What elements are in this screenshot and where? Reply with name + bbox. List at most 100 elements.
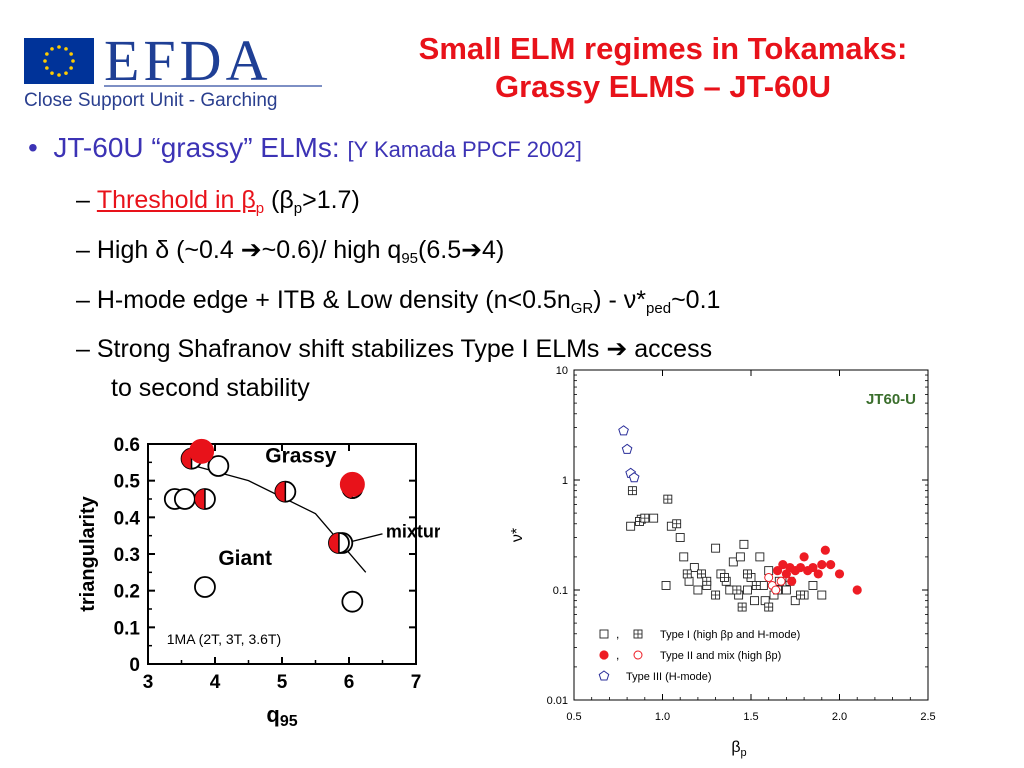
crossed-square-point: [743, 569, 752, 579]
crossed-square-cross: [796, 591, 805, 600]
legend-label-type3: Type III (H-mode): [626, 671, 712, 683]
half-filled-red: [275, 481, 286, 502]
flag-star: [45, 66, 49, 70]
y-tick-label: 0.2: [114, 582, 140, 603]
open-circle-point: [341, 590, 364, 613]
logo-wordmark: EFDA: [104, 28, 272, 93]
legend-sep: ,: [616, 648, 619, 662]
open-square-point: [649, 513, 659, 523]
flag-star: [69, 52, 73, 56]
y-tick-label: 1: [562, 475, 568, 487]
open-square-point: [689, 563, 699, 572]
open-square-point: [790, 596, 800, 606]
logo-subtitle: Close Support Unit - Garching: [24, 90, 278, 111]
open-pentagon-point: [621, 443, 633, 454]
x-tick-label: 1.0: [655, 711, 670, 723]
shafranov-line-1: Strong Shafranov shift stabilizes Type I…: [96, 335, 713, 363]
high-delta-text: High δ (~0.4 ➔~0.6)/ high q: [96, 236, 402, 264]
open-square-point: [750, 596, 759, 606]
flag-star: [57, 73, 61, 77]
crossed-square-cross: [672, 519, 681, 528]
hmode-text: H-mode edge + ITB & Low density (n<0.5n: [96, 286, 571, 314]
legend-open-square: [599, 629, 609, 639]
eu-flag-icon: [24, 38, 94, 84]
crossed-square-point: [711, 590, 721, 600]
crossed-square-point: [627, 486, 637, 496]
crossed-square-cross: [738, 603, 747, 612]
dash-glyph: –: [76, 236, 97, 264]
open-square-point: [661, 580, 671, 590]
x-tick-label: 3: [143, 672, 154, 693]
y-tick-label: 0.4: [114, 508, 141, 529]
annotation-conditions: 1MA (2T, 3T, 3.6T): [167, 631, 281, 647]
y-tick-label: 0.1: [553, 585, 568, 597]
triangularity-q95-chart: 3 4 5 6 7 0 0.1 0.2 0.3 0.4 0.5 0.6 q95 triangularity…: [77, 435, 440, 728]
y-tick-label: 10: [556, 365, 568, 377]
crossed-square-point: [732, 585, 742, 595]
open-square-point: [675, 533, 685, 542]
x-tick-label: 1.5: [743, 711, 758, 723]
open-square-point: [781, 585, 791, 595]
filled-circle-point: [799, 552, 809, 562]
flag-star: [64, 71, 68, 75]
flag-star: [69, 66, 73, 70]
y-axis-label: ν*: [510, 528, 526, 542]
crossed-square-cross: [752, 581, 761, 590]
half-filled-point: [328, 532, 350, 554]
crossed-square-point: [640, 513, 650, 523]
crossed-square-cross: [732, 586, 741, 594]
crossed-square-cross: [640, 514, 649, 523]
crossed-square-point: [663, 494, 673, 504]
threshold-beta: (β: [264, 186, 294, 214]
bullet-main: • JT-60U “grassy” ELMs: [Y Kamada PPCF 2…: [28, 133, 582, 165]
x-tick-label: 5: [277, 672, 288, 693]
slide-title: Small ELM regimes in Tokamaks: Grassy EL…: [318, 30, 1008, 106]
filled-circle-point: [808, 562, 818, 573]
crossed-square-cross: [711, 591, 720, 600]
crossed-square-cross: [663, 495, 672, 504]
open-square-point: [711, 543, 721, 553]
crossed-square-point: [696, 569, 706, 579]
crossed-square-point: [737, 602, 747, 612]
y-axis-label: triangularity: [77, 495, 99, 611]
logo-divider: [104, 85, 322, 87]
open-pentagon-point: [628, 472, 640, 483]
legend-label-type2: Type II and mix (high βp): [660, 650, 781, 662]
crossed-square-cross: [720, 573, 729, 582]
legend-open-pentagon: [598, 670, 610, 681]
gr-subscript: GR: [570, 300, 594, 317]
legend-filled-circle: [599, 650, 609, 660]
filled-circle-point: [813, 569, 823, 579]
filled-circle-point: [826, 560, 836, 570]
open-circle-point: [207, 455, 230, 477]
filled-circle-point: [852, 585, 862, 595]
y-tick-label: 0.6: [114, 435, 140, 456]
open-square-point: [817, 590, 827, 600]
crossed-square-cross: [702, 577, 711, 586]
crossed-square-point: [719, 573, 729, 582]
y-tick-label: 0.1: [114, 618, 141, 639]
half-filled-red: [181, 448, 192, 469]
legend-open-red-circle: [633, 650, 643, 660]
open-red-circle-point: [776, 576, 786, 586]
open-square-point: [739, 539, 749, 549]
x-axis-label: q95: [266, 702, 297, 728]
sub-bullet-hmode: – H-mode edge + ITB & Low density (n<0.5…: [76, 285, 720, 319]
open-square-point: [755, 552, 765, 562]
crossed-square-point: [751, 580, 761, 590]
half-filled-point: [194, 488, 216, 510]
open-circle-point: [194, 576, 216, 598]
annotation-grassy: Grassy: [265, 444, 337, 467]
filled-circle-point: [834, 569, 845, 579]
threshold-value: >1.7): [302, 186, 360, 214]
crossed-square-cross: [764, 603, 773, 612]
x-axis-label: βp: [731, 739, 746, 759]
filled-circle-point: [772, 566, 783, 576]
chart-title: JT60-U: [866, 391, 916, 408]
open-square-point: [684, 576, 694, 586]
dash-glyph: –: [76, 335, 97, 363]
legend-crossed-square-cross: [634, 630, 642, 638]
y-tick-label: 0.01: [547, 695, 568, 707]
filled-circle-point: [778, 560, 788, 570]
legend-sep: ,: [616, 627, 619, 641]
